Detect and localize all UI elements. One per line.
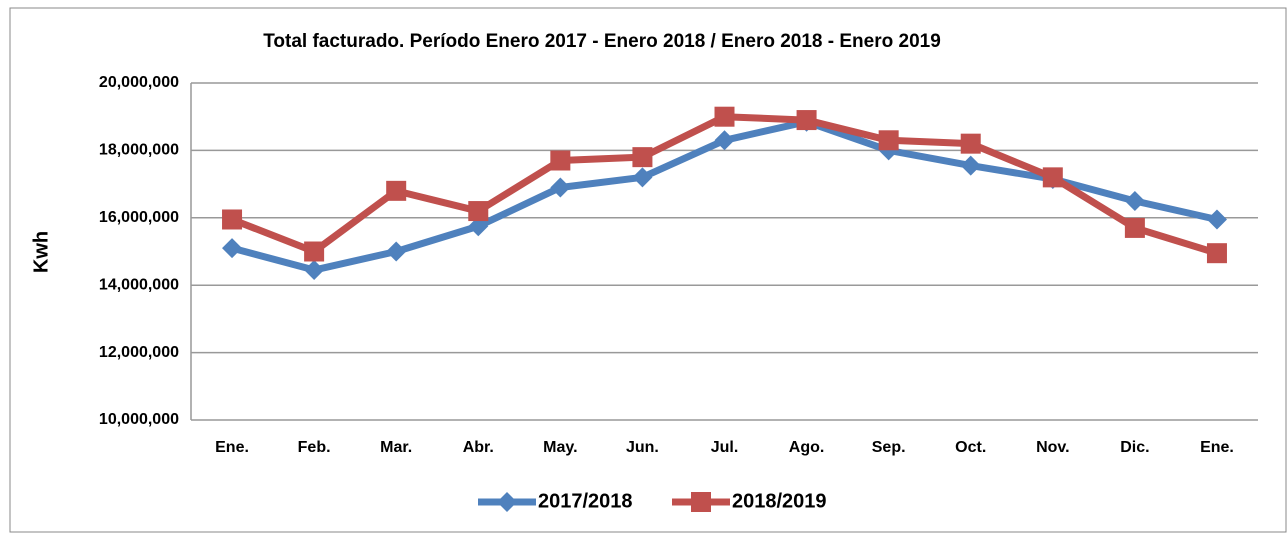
- data-point: [468, 201, 489, 222]
- x-tick-label: Dic.: [1120, 439, 1149, 456]
- legend-marker: [497, 492, 517, 512]
- x-tick-label: Ene.: [215, 439, 249, 456]
- legend-marker: [691, 492, 711, 512]
- data-point: [632, 147, 653, 168]
- data-point: [1042, 167, 1063, 188]
- data-point: [1124, 217, 1145, 238]
- legend-label: 2017/2018: [538, 490, 633, 512]
- data-point: [1124, 190, 1145, 211]
- data-point: [468, 216, 489, 237]
- y-tick-label: 12,000,000: [99, 344, 179, 361]
- y-tick-label: 16,000,000: [99, 209, 179, 226]
- data-point: [550, 150, 571, 171]
- data-point: [796, 110, 817, 131]
- y-tick-label: 20,000,000: [99, 74, 179, 91]
- x-tick-label: Jun.: [626, 439, 659, 456]
- y-tick-label: 18,000,000: [99, 142, 179, 159]
- data-point: [632, 167, 653, 188]
- data-point: [386, 241, 407, 262]
- data-point: [304, 241, 325, 262]
- data-point: [1206, 243, 1227, 264]
- y-tick-label: 14,000,000: [99, 276, 179, 293]
- x-tick-label: Ago.: [789, 439, 825, 456]
- data-point: [960, 155, 981, 176]
- data-point: [960, 133, 981, 154]
- x-tick-label: Mar.: [380, 439, 412, 456]
- chart-frame: [9, 7, 1287, 533]
- data-point: [386, 180, 407, 201]
- y-tick-label: 10,000,000: [99, 411, 179, 428]
- chart-title: Total facturado. Período Enero 2017 - En…: [263, 31, 941, 52]
- data-point: [304, 260, 325, 281]
- data-point: [714, 106, 735, 127]
- x-tick-label: May.: [543, 439, 577, 456]
- x-tick-label: Nov.: [1036, 439, 1069, 456]
- x-tick-label: Abr.: [463, 439, 494, 456]
- data-point: [1206, 209, 1227, 230]
- data-point: [222, 209, 243, 230]
- data-point: [878, 130, 899, 151]
- x-tick-label: Feb.: [298, 439, 331, 456]
- x-tick-label: Ene.: [1200, 439, 1234, 456]
- y-axis-label: Kwh: [30, 231, 52, 273]
- legend-label: 2018/2019: [732, 490, 827, 512]
- x-tick-label: Oct.: [955, 439, 986, 456]
- data-point: [550, 177, 571, 198]
- data-point: [714, 130, 735, 151]
- x-tick-label: Sep.: [872, 439, 906, 456]
- data-point: [222, 238, 243, 259]
- x-tick-label: Jul.: [711, 439, 739, 456]
